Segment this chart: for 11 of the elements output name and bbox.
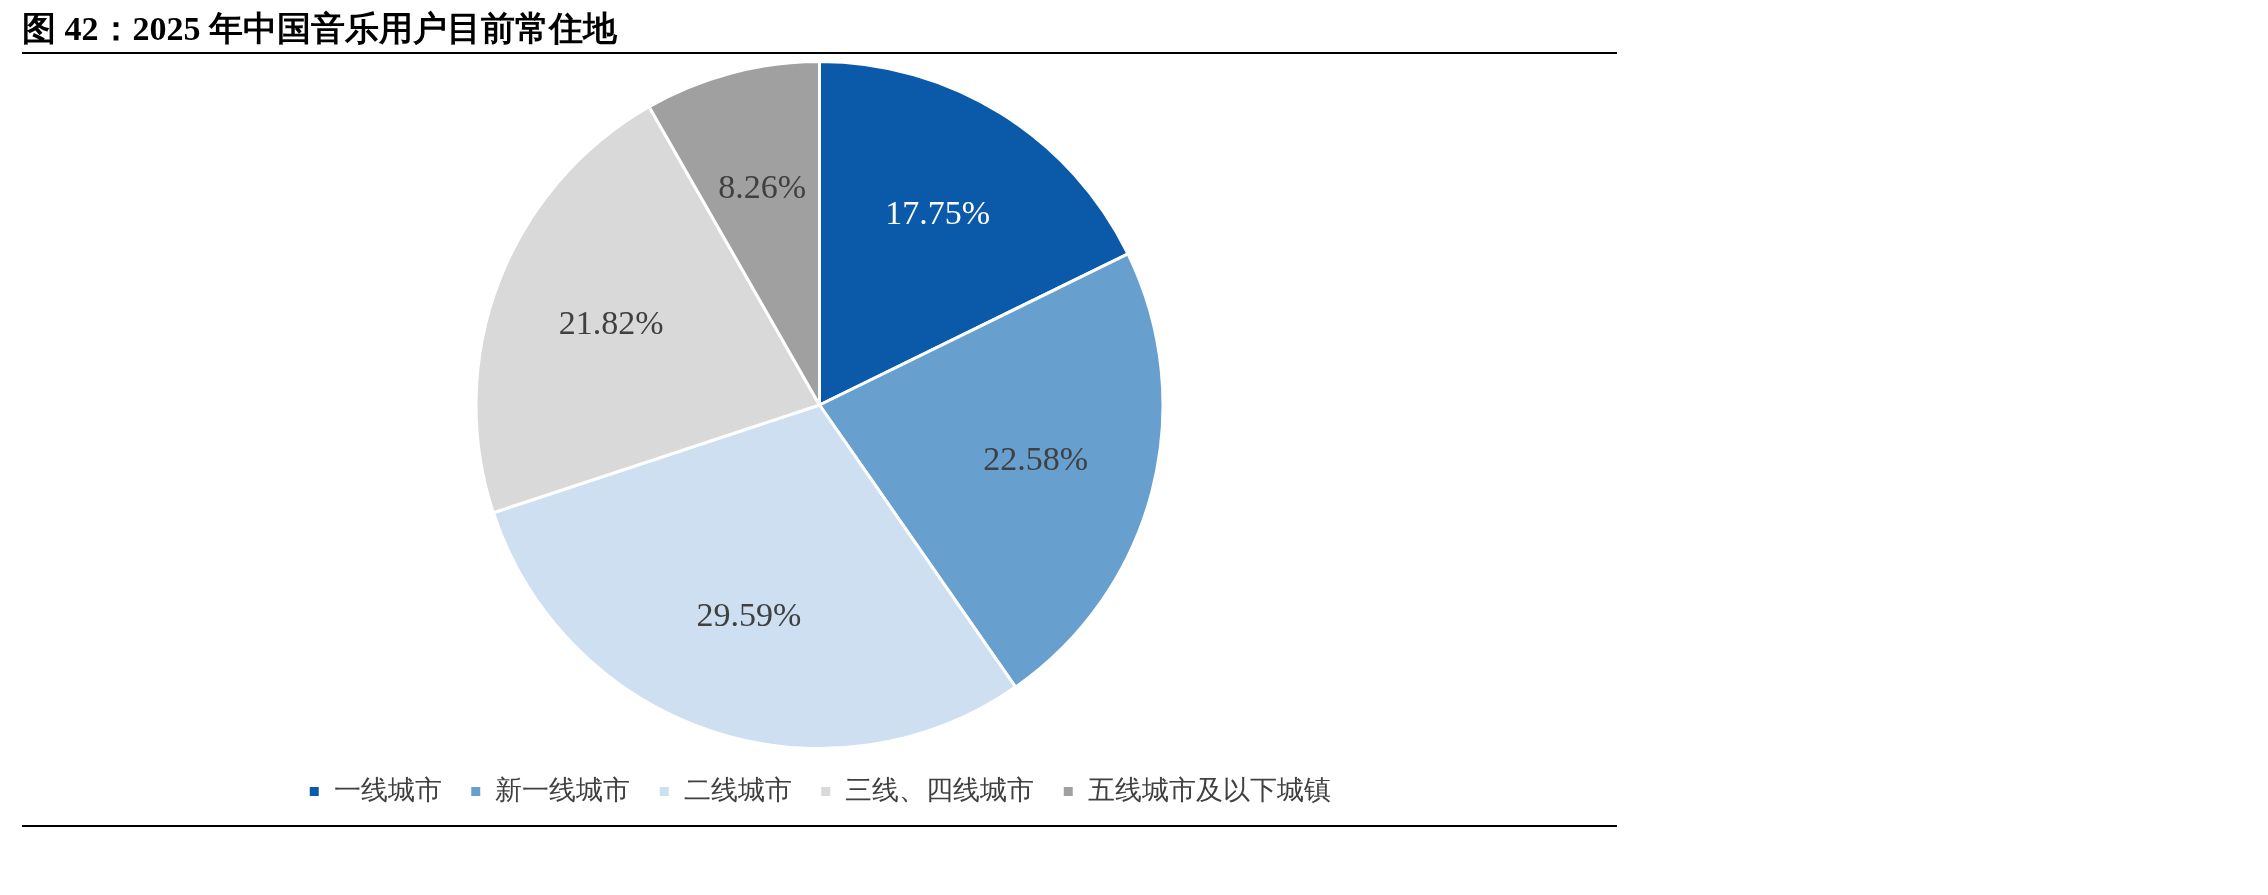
- data-label: 22.58%: [983, 439, 1089, 477]
- legend-label: 三线、四线城市: [845, 774, 1035, 805]
- legend-label: 新一线城市: [495, 774, 631, 805]
- chart-title: 图 42：2025 年中国音乐用户目前常住地: [22, 0, 1617, 54]
- legend-label: 二线城市: [683, 774, 792, 805]
- legend-label: 五线城市及以下城镇: [1087, 774, 1331, 805]
- data-label: 17.75%: [885, 194, 991, 232]
- legend-label: 一线城市: [333, 774, 442, 805]
- data-label: 29.59%: [696, 595, 802, 633]
- data-label: 21.82%: [558, 303, 664, 341]
- data-label: 8.26%: [718, 168, 807, 206]
